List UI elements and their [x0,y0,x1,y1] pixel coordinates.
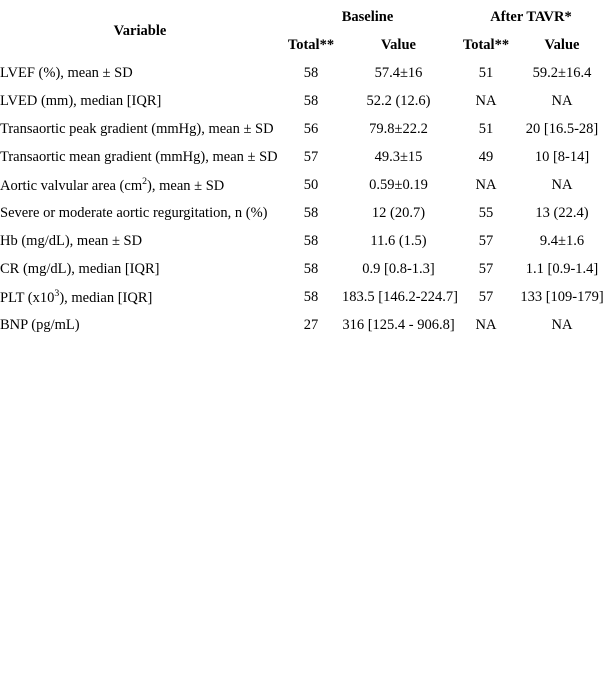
variable-cell: Transaortic peak gradient (mmHg), mean ±… [0,120,274,137]
after-tavr-total-cell: 57 [478,260,494,277]
baseline-value-cell: 12 (20.7) [371,204,426,221]
baseline-total-cell: 58 [303,232,319,249]
table-body: LVEF (%), mean ± SD 58 57.4±16 51 59.2±16.4 L… [0,59,607,339]
clinical-variables-table: Variable Baseline After TAVR* Total** Va… [0,3,607,339]
after-tavr-total-cell: 51 [478,120,494,137]
table-row: CR (mg/dL), median [IQR] 58 0.9 [0.8-1.3] 5… [0,255,607,283]
baseline-value-cell: 57.4±16 [374,64,423,81]
after-tavr-value-cell: 13 (22.4) [535,204,589,221]
baseline-value-cell: 49.3±15 [374,148,423,165]
after-tavr-total-cell: 55 [478,204,494,221]
table-row: Severe or moderate aortic regurgitation,… [0,199,607,227]
superscript: 2 [142,175,148,187]
table-header-group-row: Variable Baseline After TAVR* [0,3,607,39]
variable-cell: LVEF (%), mean ± SD [0,64,133,81]
after-tavr-total-cell: 57 [478,232,494,249]
after-tavr-value-cell: 59.2±16.4 [532,64,592,81]
table-row: Hb (mg/dL), mean ± SD 58 11.6 (1.5) 57 9.4±1… [0,227,607,255]
after-tavr-total-cell: NA [475,176,497,193]
after-tavr-value-cell: NA [551,176,573,193]
column-header-baseline-value: Value [381,36,416,53]
after-tavr-value-cell: 20 [16.5-28] [525,120,599,137]
table-row: Aortic valvular area (cm2), mean ± SD 50 0… [0,171,607,199]
superscript: 3 [54,287,60,299]
baseline-total-cell: 27 [303,316,319,333]
table-row: LVED (mm), median [IQR] 58 52.2 (12.6) NA NA [0,87,607,115]
after-tavr-value-cell: NA [551,316,573,333]
after-tavr-value-cell: 9.4±1.6 [539,232,585,249]
table-row: Transaortic peak gradient (mmHg), mean ±… [0,115,607,143]
variable-cell: BNP (pg/mL) [0,316,80,333]
table-row: BNP (pg/mL) 27 316 [125.4 - 906.8] NA NA [0,311,607,339]
table-row: PLT (x103), median [IQR] 58 183.5 [146.2-2… [0,283,607,311]
baseline-total-cell: 58 [303,204,319,221]
baseline-value-cell: 316 [125.4 - 906.8] [342,316,455,333]
column-group-after-tavr: After TAVR* [490,8,572,25]
after-tavr-value-cell: NA [551,92,573,109]
after-tavr-value-cell: 10 [8-14] [534,148,590,165]
variable-cell: Severe or moderate aortic regurgitation,… [0,204,268,221]
after-tavr-total-cell: 51 [478,64,494,81]
baseline-value-cell: 79.8±22.2 [369,120,428,137]
after-tavr-total-cell: NA [475,316,497,333]
baseline-value-cell: 0.59±0.19 [369,176,428,193]
baseline-value-cell: 52.2 (12.6) [366,92,431,109]
column-header-after-tavr-value: Value [544,36,580,53]
baseline-total-cell: 50 [303,176,319,193]
variable-cell: LVED (mm), median [IQR] [0,92,162,109]
baseline-value-cell: 0.9 [0.8-1.3] [362,260,435,277]
variable-cell: Transaortic mean gradient (mmHg), mean ±… [0,148,278,165]
column-header-variable: Variable [113,22,167,39]
variable-cell: Hb (mg/dL), mean ± SD [0,232,143,249]
baseline-total-cell: 56 [303,120,319,137]
table-header-sub-row: Total** Value Total** Value [0,31,607,59]
table-row: Transaortic mean gradient (mmHg), mean ±… [0,143,607,171]
table-header: Variable Baseline After TAVR* Total** Va… [0,3,607,59]
column-header-baseline-total: Total** [287,36,335,53]
baseline-total-cell: 58 [303,288,319,305]
baseline-value-cell: 11.6 (1.5) [370,232,427,249]
baseline-total-cell: 57 [303,148,319,165]
after-tavr-value-cell: 1.1 [0.9-1.4] [525,260,599,277]
baseline-total-cell: 58 [303,260,319,277]
column-header-after-tavr-total: Total** [462,36,510,53]
after-tavr-total-cell: 57 [478,288,494,305]
baseline-total-cell: 58 [303,64,319,81]
table-row: LVEF (%), mean ± SD 58 57.4±16 51 59.2±16.4 [0,59,607,87]
after-tavr-value-cell: 133 [109-179] [520,288,604,305]
variable-cell: Aortic valvular area (cm2), mean ± SD [0,175,225,194]
baseline-value-cell: 183.5 [146.2-224.7] [342,288,458,305]
after-tavr-total-cell: NA [475,92,497,109]
column-group-baseline: Baseline [341,8,394,25]
after-tavr-total-cell: 49 [478,148,494,165]
variable-cell: PLT (x103), median [IQR] [0,287,153,306]
variable-cell: CR (mg/dL), median [IQR] [0,260,160,277]
baseline-total-cell: 58 [303,92,319,109]
